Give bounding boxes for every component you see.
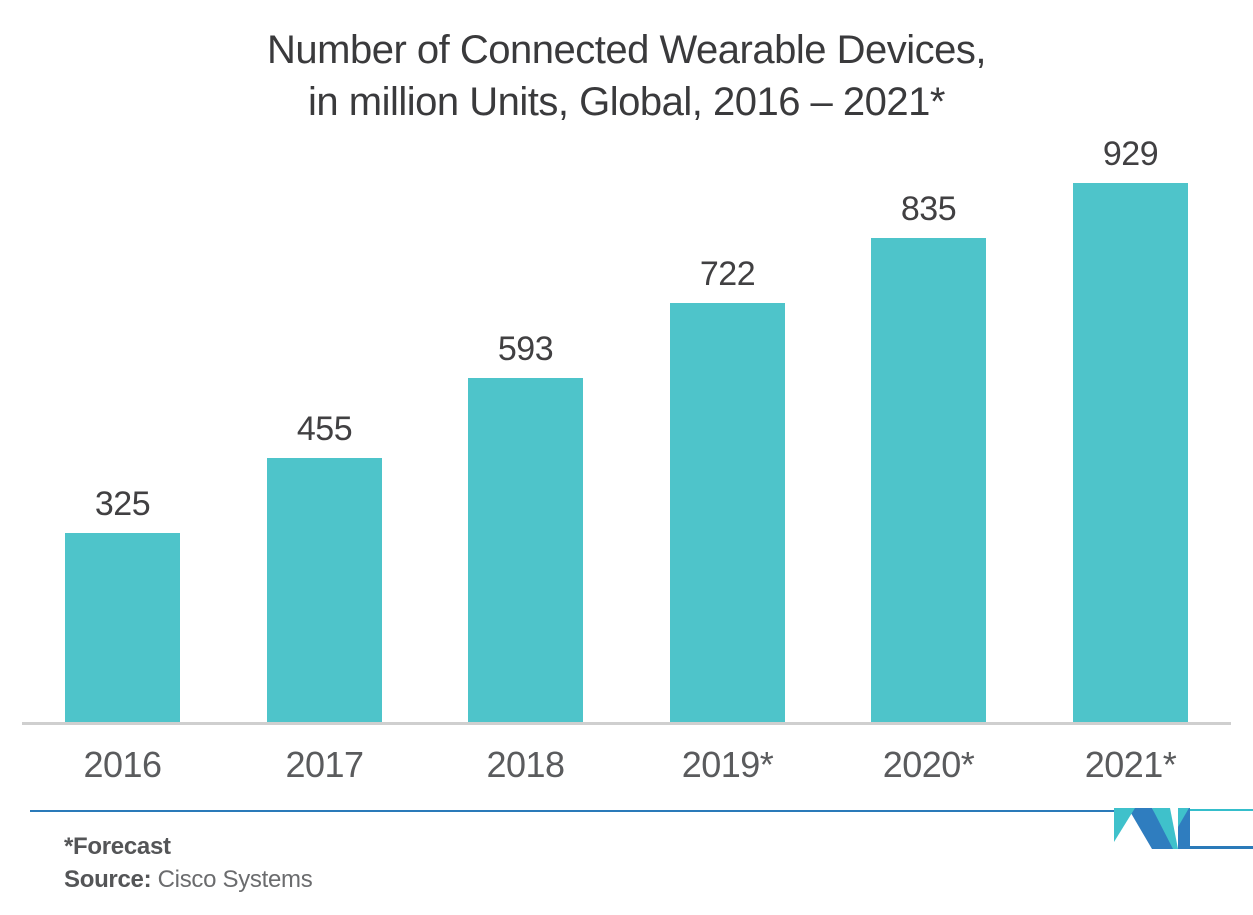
source-label: Source:	[64, 866, 152, 893]
x-axis-label: 2021*	[1084, 744, 1177, 785]
source-line: Source: Cisco Systems	[64, 866, 313, 894]
x-axis-label: 2017	[285, 744, 364, 785]
bar-value-label: 835	[900, 190, 957, 228]
source-value: Cisco Systems	[157, 866, 313, 893]
bar-2017	[267, 458, 382, 722]
mordor-intelligence-logo-icon	[1114, 808, 1190, 849]
bar-2021*	[1073, 183, 1188, 722]
bar-value-label: 722	[699, 255, 756, 293]
chart-title: Number of Connected Wearable Devices, in…	[0, 24, 1253, 128]
bar-value-label: 325	[94, 485, 151, 523]
bar-2016	[65, 533, 180, 722]
x-axis-label: 2018	[486, 744, 565, 785]
chart-title-line2: in million Units, Global, 2016 – 2021*	[308, 80, 945, 124]
forecast-footnote: *Forecast	[64, 833, 171, 860]
chart-title-line1: Number of Connected Wearable Devices,	[267, 28, 986, 72]
logo-bottom-line	[1190, 846, 1253, 849]
x-axis-label: 2020*	[882, 744, 975, 785]
x-axis-label: 2016	[83, 744, 162, 785]
bar-2019*	[670, 303, 785, 722]
bar-value-label: 929	[1102, 135, 1159, 173]
x-axis-line	[22, 722, 1231, 725]
footer-divider-line	[30, 810, 1115, 812]
bar-2020*	[871, 238, 986, 722]
bar-value-label: 593	[497, 330, 554, 368]
bar-value-label: 455	[296, 410, 353, 448]
x-axis-label: 2019*	[681, 744, 774, 785]
logo-top-line	[1190, 809, 1253, 811]
bar-2018	[468, 378, 583, 722]
